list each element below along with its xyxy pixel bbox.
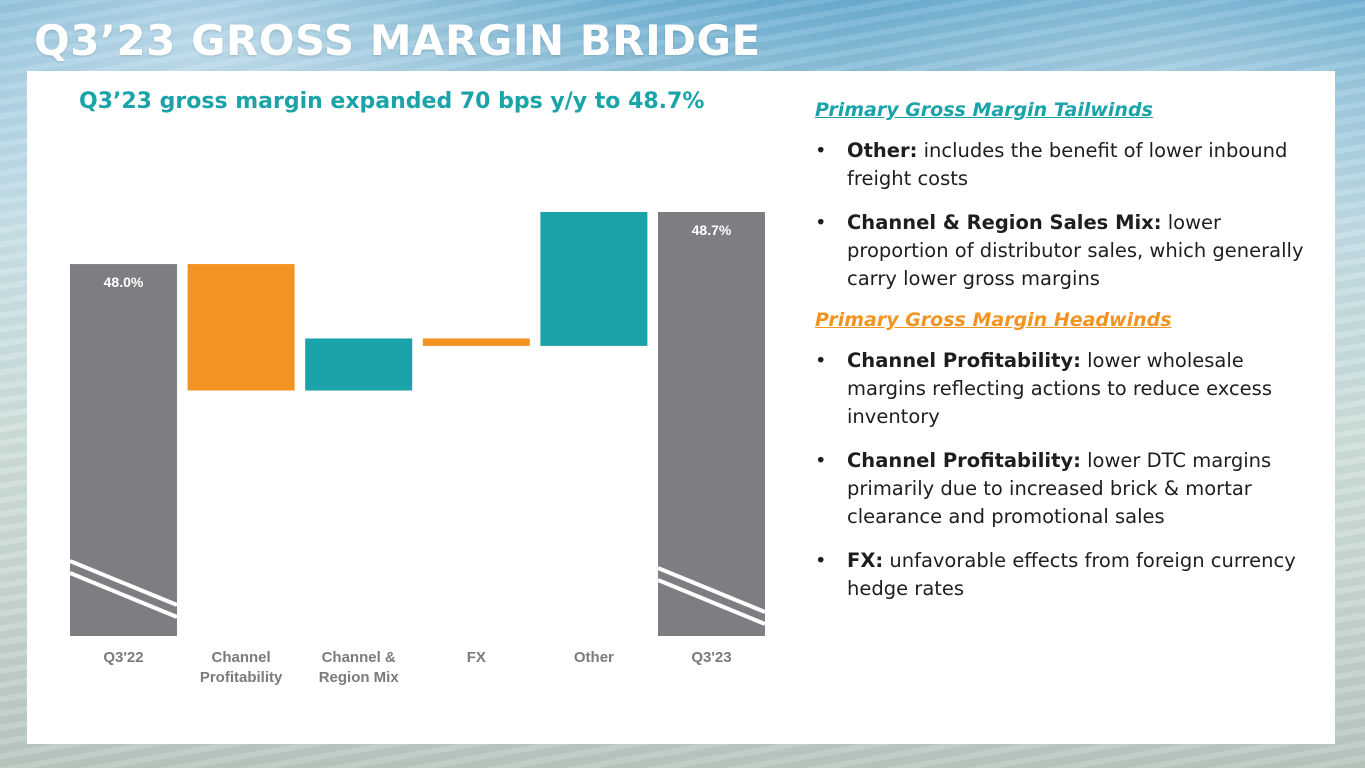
bullet-icon: • (815, 449, 827, 472)
item-label: Channel Profitability: (847, 349, 1081, 372)
bar-channel-region-mix (305, 338, 413, 391)
data-label-start: 48.0% (104, 274, 144, 290)
item-text: lower proportion of distributor sales, w… (847, 211, 1304, 290)
axis-break-mark-end-a (657, 566, 766, 614)
list-item: • Channel Profitability: lower DTC margin… (815, 447, 1315, 531)
bar-channel-profitability (187, 264, 295, 391)
list-item: • Channel & Region Sales Mix: lower propo… (815, 209, 1315, 293)
category-label: Q3'22 (103, 649, 143, 666)
commentary-column: Primary Gross Margin Tailwinds • Other: i… (815, 99, 1315, 619)
axis-break-mark-end-b (657, 578, 766, 626)
item-text: unfavorable effects from foreign currenc… (847, 549, 1296, 600)
waterfall-chart: 48.0% 48.7% Q3'22 Channel Profitability Chann… (69, 212, 766, 686)
chart-subtitle: Q3’23 gross margin expanded 70 bps y/y t… (79, 89, 705, 114)
list-item: • FX: unfavorable effects from foreign cu… (815, 547, 1315, 603)
content-panel: Q3’23 gross margin expanded 70 bps y/y t… (27, 71, 1335, 744)
category-label: FX (467, 649, 486, 666)
item-text: lower DTC margins primarily due to incre… (847, 449, 1272, 528)
bullet-icon: • (815, 549, 827, 572)
tailwinds-heading: Primary Gross Margin Tailwinds (815, 99, 1153, 121)
item-text: lower wholesale margins reflecting actio… (847, 349, 1273, 428)
item-label: Other: (847, 139, 918, 162)
axis-break-mark-start-b (69, 571, 178, 619)
bullet-icon: • (815, 211, 827, 234)
headwinds-heading: Primary Gross Margin Headwinds (815, 309, 1172, 331)
bar-other (540, 212, 648, 346)
bar-q3-22 (70, 264, 177, 636)
list-item: • Other: includes the benefit of lower in… (815, 137, 1315, 193)
data-label-end: 48.7% (692, 222, 732, 238)
item-label: FX: (847, 549, 884, 572)
tailwinds-list: • Other: includes the benefit of lower in… (815, 137, 1315, 293)
item-label: Channel & Region Sales Mix: (847, 211, 1162, 234)
list-item: • Channel Profitability: lower wholesale … (815, 347, 1315, 431)
category-label: Channel & Region Mix (319, 649, 400, 686)
item-text: includes the benefit of lower inbound fr… (847, 139, 1288, 190)
category-label: Q3'23 (691, 649, 731, 666)
bar-q3-23 (658, 212, 765, 636)
category-label: Channel Profitability (200, 649, 283, 686)
bullet-icon: • (815, 139, 827, 162)
category-label: Other (574, 649, 614, 666)
axis-break-mark-start-a (69, 559, 178, 607)
item-label: Channel Profitability: (847, 449, 1081, 472)
bar-fx (422, 338, 530, 346)
headwinds-list: • Channel Profitability: lower wholesale … (815, 347, 1315, 603)
slide-title: Q3’23 GROSS MARGIN BRIDGE (34, 16, 761, 65)
bullet-icon: • (815, 349, 827, 372)
